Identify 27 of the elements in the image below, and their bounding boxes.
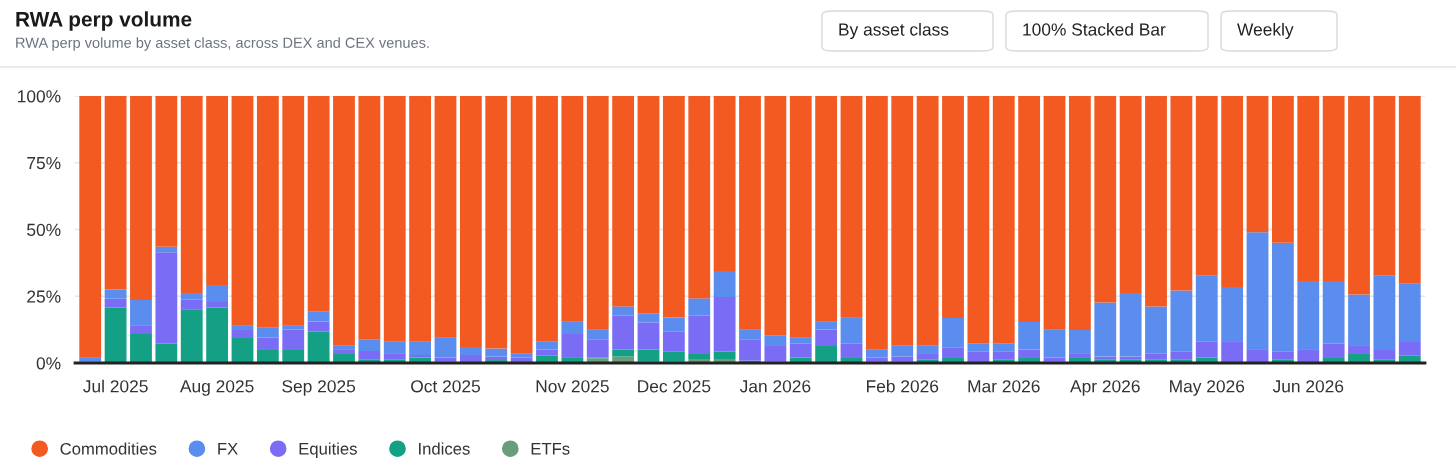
y-tick-label: 75%: [27, 156, 61, 170]
x-tick-label: Aug 2025: [179, 380, 254, 396]
y-tick-label: 50%: [27, 223, 61, 236]
y-tick-label: 100%: [18, 90, 61, 103]
legend-label: Equities: [299, 442, 357, 458]
x-tick-label: May 2026: [1170, 380, 1245, 396]
legend-label: Commodities: [60, 442, 157, 455]
x-tick-label: Sep 2025: [282, 380, 356, 396]
x-tick-label: Feb 2026: [867, 379, 939, 393]
y-tick-label: 0%: [36, 357, 61, 370]
x-tick-label: Jun 2026: [1272, 380, 1344, 393]
legend-label: ETFs: [531, 443, 570, 455]
y-tick-label: 25%: [27, 290, 61, 303]
x-tick-label: Jan 2026: [739, 380, 811, 393]
x-tick-label: Jul 2025: [83, 379, 148, 393]
text: Weekly: [1237, 22, 1294, 40]
x-tick-label: Nov 2025: [536, 380, 609, 393]
legend-label: Indices: [419, 442, 470, 455]
chart-subtitle: RWA perp volume by asset class, across DEX and CEX venues.: [16, 37, 429, 51]
x-tick-label: Dec 2025: [638, 380, 711, 393]
x-tick-label: Apr 2026: [1070, 380, 1140, 396]
x-tick-label: Oct 2025: [411, 380, 480, 393]
x-tick-label: Mar 2026: [968, 380, 1040, 393]
chart-title: RWA perp volume: [16, 11, 192, 31]
text: By asset class: [839, 22, 949, 40]
text: 100% Stacked Bar: [1023, 22, 1166, 36]
legend-label: FX: [218, 443, 238, 455]
